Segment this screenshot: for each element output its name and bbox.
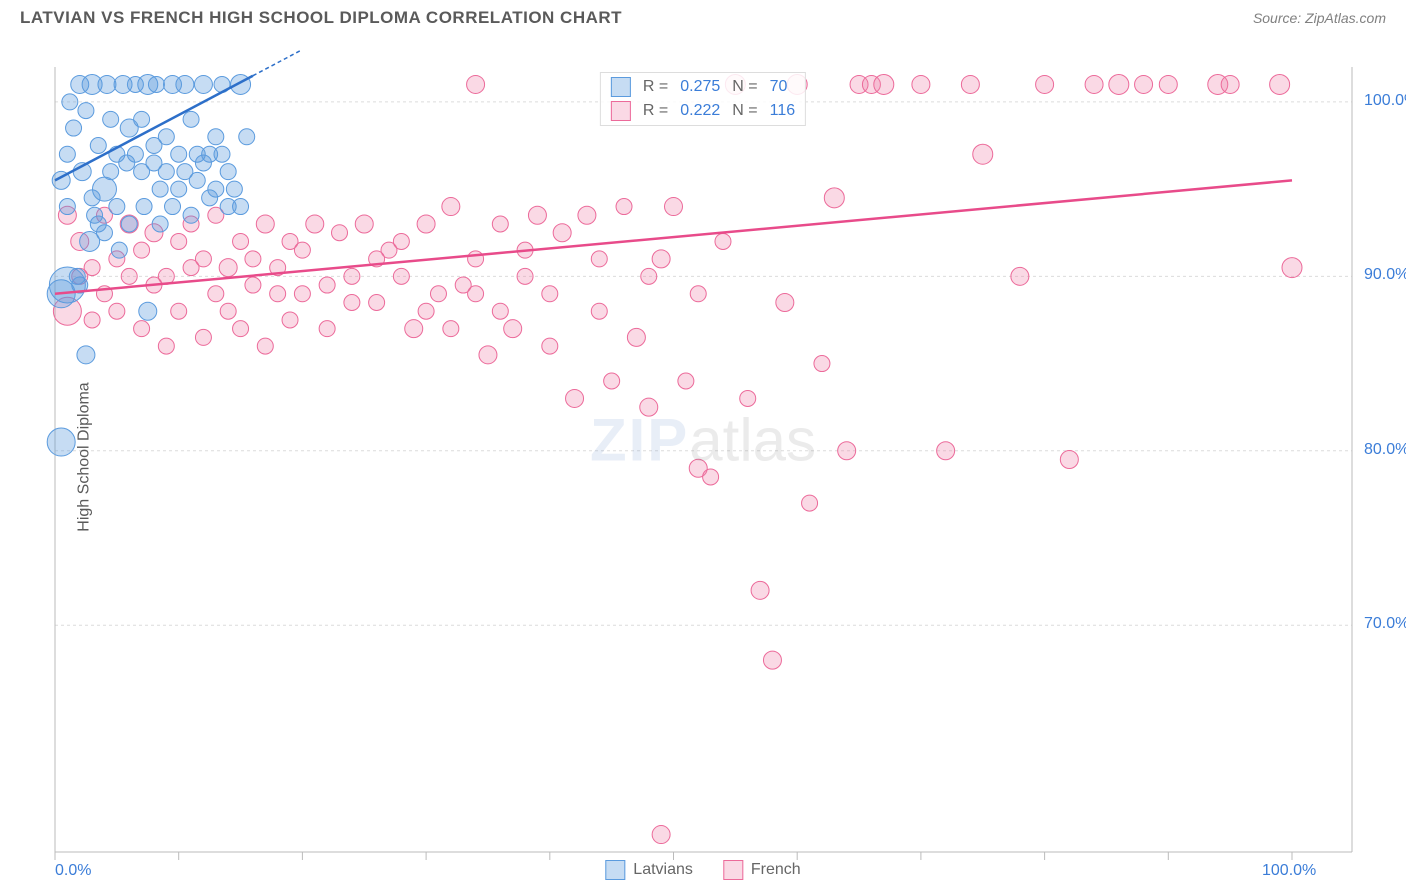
chart-title: LATVIAN VS FRENCH HIGH SCHOOL DIPLOMA CO…: [20, 8, 622, 28]
y-tick-label: 90.0%: [1358, 266, 1406, 284]
y-axis-label: High School Diploma: [76, 382, 94, 531]
legend-swatch: [611, 101, 631, 121]
legend-series-item: Latvians: [605, 860, 693, 880]
legend-series: Latvians French: [605, 860, 800, 880]
y-tick-label: 80.0%: [1358, 441, 1406, 459]
chart-header: LATVIAN VS FRENCH HIGH SCHOOL DIPLOMA CO…: [0, 0, 1406, 32]
legend-series-item: French: [723, 860, 801, 880]
scatter-chart: [0, 32, 1406, 882]
legend-stats-row: R = 0.222N = 116: [611, 99, 795, 123]
y-tick-label: 70.0%: [1358, 615, 1406, 633]
legend-stats-row: R = 0.275N = 70: [611, 75, 795, 99]
legend-swatch: [611, 77, 631, 97]
chart-source: Source: ZipAtlas.com: [1253, 10, 1386, 26]
y-tick-label: 100.0%: [1358, 92, 1406, 110]
legend-stats: R = 0.275N = 70R = 0.222N = 116: [600, 72, 806, 126]
legend-swatch: [605, 860, 625, 880]
legend-swatch: [723, 860, 743, 880]
x-tick-label: 0.0%: [55, 862, 91, 880]
chart-container: High School Diploma ZIPatlas R = 0.275N …: [0, 32, 1406, 882]
x-tick-label: 100.0%: [1262, 862, 1316, 880]
